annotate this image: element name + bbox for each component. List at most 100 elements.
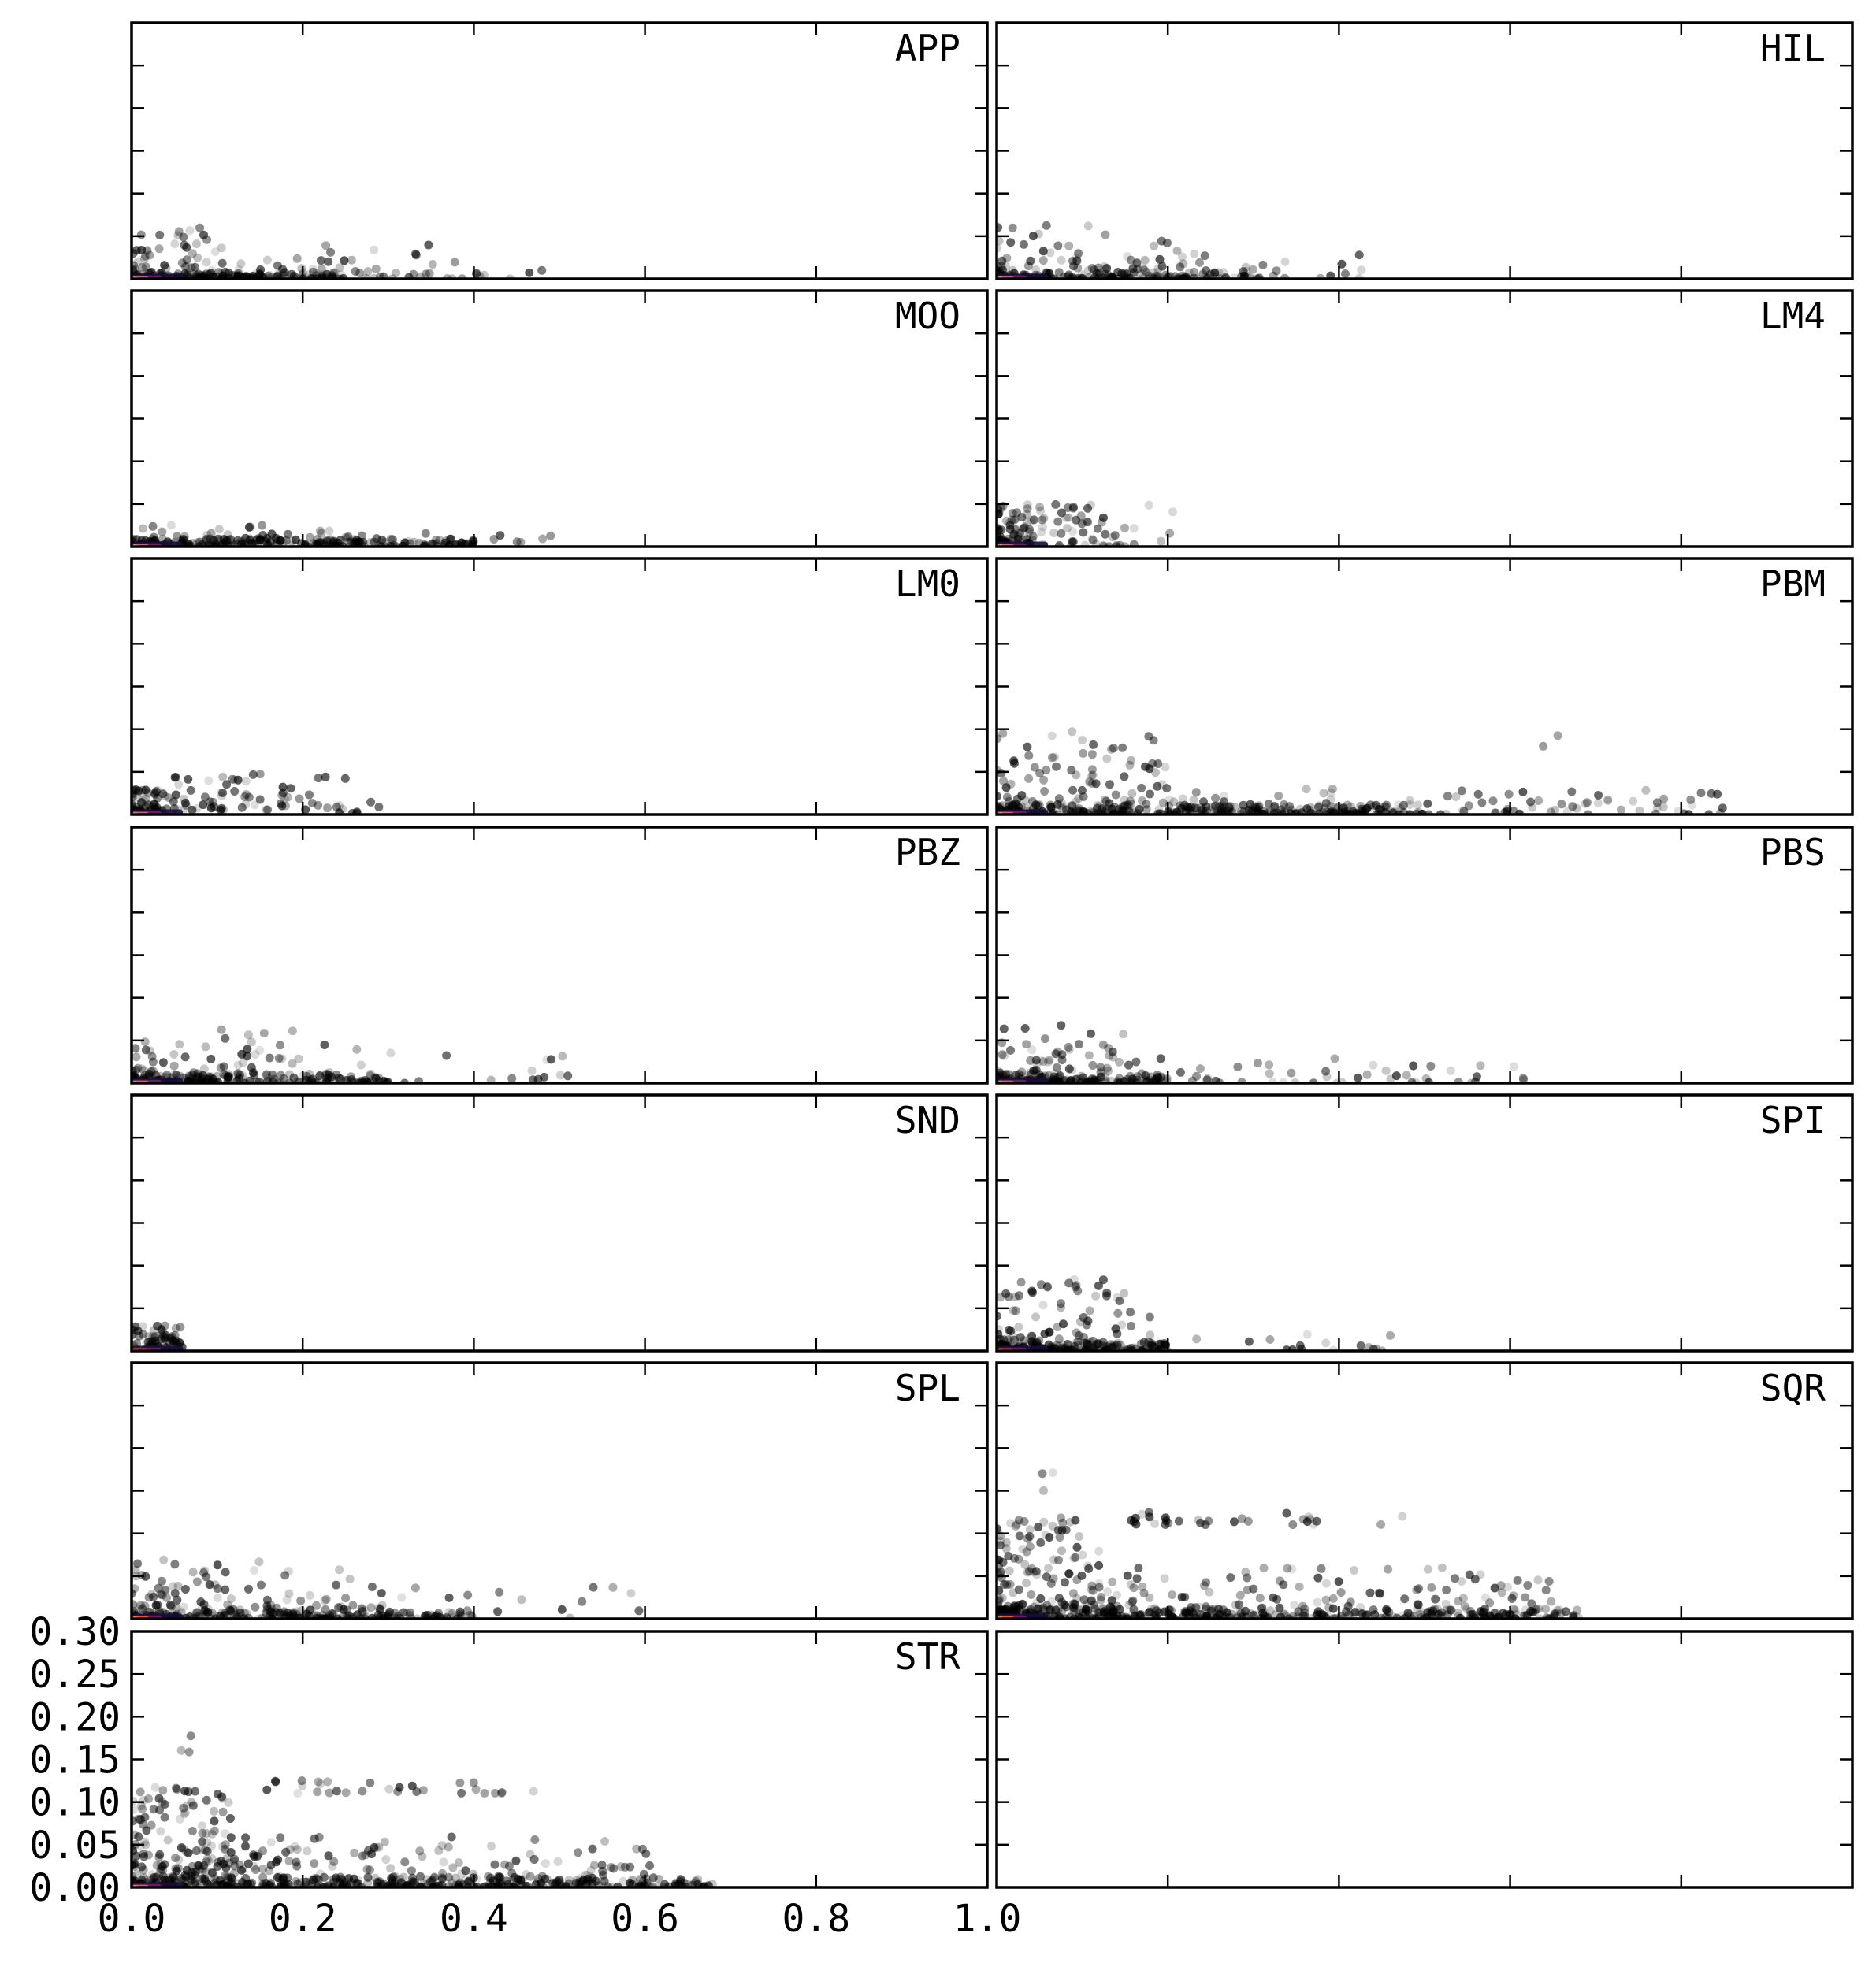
scatter-point — [414, 1077, 424, 1083]
scatter-point — [172, 1866, 181, 1876]
scatter-point — [204, 1072, 214, 1082]
scatter-point — [578, 1876, 587, 1886]
scatter-point — [227, 1873, 236, 1883]
scatter-point — [137, 1064, 147, 1074]
scatter-point — [330, 268, 340, 277]
scatter-point — [1150, 1519, 1160, 1528]
scatter-point — [143, 1338, 153, 1347]
scatter-point — [1004, 1552, 1013, 1561]
scatter-point — [262, 1605, 272, 1614]
scatter-point — [1233, 1062, 1243, 1071]
scatter-point — [1271, 803, 1280, 813]
scatter-point — [320, 1041, 329, 1049]
scatter-point — [1009, 801, 1018, 810]
scatter-point — [1269, 808, 1279, 815]
scatter-point — [1093, 801, 1102, 810]
scatter-point — [1257, 1603, 1267, 1612]
scatter-point — [434, 1846, 444, 1855]
scatter-point — [1165, 529, 1175, 538]
scatter-point — [1581, 799, 1590, 808]
scatter-point — [1022, 1040, 1031, 1049]
scatter-point — [444, 1608, 454, 1617]
scatter-point — [289, 271, 299, 279]
scatter-point — [1269, 1593, 1278, 1602]
scatter-point — [209, 1074, 217, 1083]
scatter-point — [202, 258, 211, 267]
panel-frame — [130, 1093, 989, 1353]
scatter-point — [325, 526, 334, 536]
scatter-point — [571, 1878, 581, 1887]
scatter-point — [1376, 1520, 1386, 1529]
scatter-point — [1405, 1609, 1414, 1619]
scatter-point — [1500, 807, 1510, 815]
scatter-point — [1178, 794, 1187, 803]
scatter-point — [1264, 800, 1273, 809]
scatter-point — [371, 264, 381, 273]
scatter-point — [200, 1566, 210, 1575]
scatter-point — [1437, 1608, 1447, 1617]
scatter-point — [217, 1857, 226, 1866]
scatter-point — [1328, 1594, 1338, 1603]
scatter-point — [295, 794, 304, 803]
scatter-point — [182, 1880, 191, 1887]
scatter-point — [1423, 799, 1432, 808]
scatter-point — [1017, 791, 1027, 800]
scatter-point — [230, 1861, 240, 1871]
scatter-point — [999, 1335, 1009, 1345]
scatter-point — [1326, 788, 1335, 797]
scatter-point — [997, 1594, 1004, 1604]
scatter-point — [306, 1605, 315, 1615]
scatter-point — [332, 1580, 341, 1590]
scatter-point — [255, 1045, 265, 1055]
scatter-point — [316, 1869, 325, 1879]
scatter-point — [1084, 1564, 1094, 1573]
scatter-point — [260, 536, 269, 546]
scatter-point — [263, 805, 273, 815]
axis-labels-layer: 0.0 0.2 0.4 0.6 0.8 1.00.000.050.100.150.200.… — [29, 1610, 1021, 1941]
scatter-point — [1384, 1564, 1393, 1574]
scatter-point — [1127, 755, 1136, 765]
scatter-point — [179, 1602, 188, 1612]
scatter-point — [329, 538, 339, 547]
scatter-point — [266, 1601, 276, 1610]
scatter-point — [1101, 230, 1110, 239]
scatter-point — [1047, 803, 1056, 812]
scatter-point — [1127, 1074, 1137, 1083]
scatter-point — [637, 1844, 647, 1854]
scatter-point — [1090, 1600, 1099, 1609]
scatter-point — [455, 1878, 465, 1887]
scatter-point — [450, 258, 459, 267]
scatter-point — [491, 1788, 500, 1798]
scatter-point — [213, 1560, 222, 1570]
x-tick-label: 0.0 — [98, 1897, 166, 1941]
scatter-point — [244, 522, 254, 532]
scatter-point — [1039, 775, 1049, 785]
scatter-point — [315, 1071, 325, 1080]
scatter-points — [997, 1021, 1529, 1083]
scatter-point — [571, 1879, 581, 1887]
scatter-point — [206, 534, 215, 544]
scatter-point — [248, 770, 258, 779]
scatter-point — [155, 230, 165, 239]
scatter-point — [230, 787, 240, 796]
scatter-point — [243, 1030, 253, 1040]
scatter-point — [329, 1877, 339, 1887]
scatter-point — [234, 265, 243, 274]
scatter-point — [1088, 1586, 1098, 1595]
scatter-point — [249, 273, 258, 279]
scatter-point — [202, 1857, 211, 1867]
scatter-point — [284, 1567, 293, 1575]
scatter-point — [292, 1857, 301, 1867]
scatter-point — [1485, 1598, 1495, 1608]
scatter-point — [149, 532, 158, 542]
scatter-point — [1011, 514, 1020, 524]
scatter-point — [141, 1045, 150, 1055]
scatter-point — [1202, 1075, 1212, 1083]
scatter-point — [366, 1069, 375, 1078]
scatter-point — [1534, 796, 1544, 805]
scatter-point — [1326, 271, 1335, 279]
scatter-point — [1447, 1605, 1456, 1615]
scatter-point — [1356, 1341, 1365, 1350]
scatter-point — [1107, 1596, 1116, 1605]
scatter-point — [188, 1071, 197, 1080]
